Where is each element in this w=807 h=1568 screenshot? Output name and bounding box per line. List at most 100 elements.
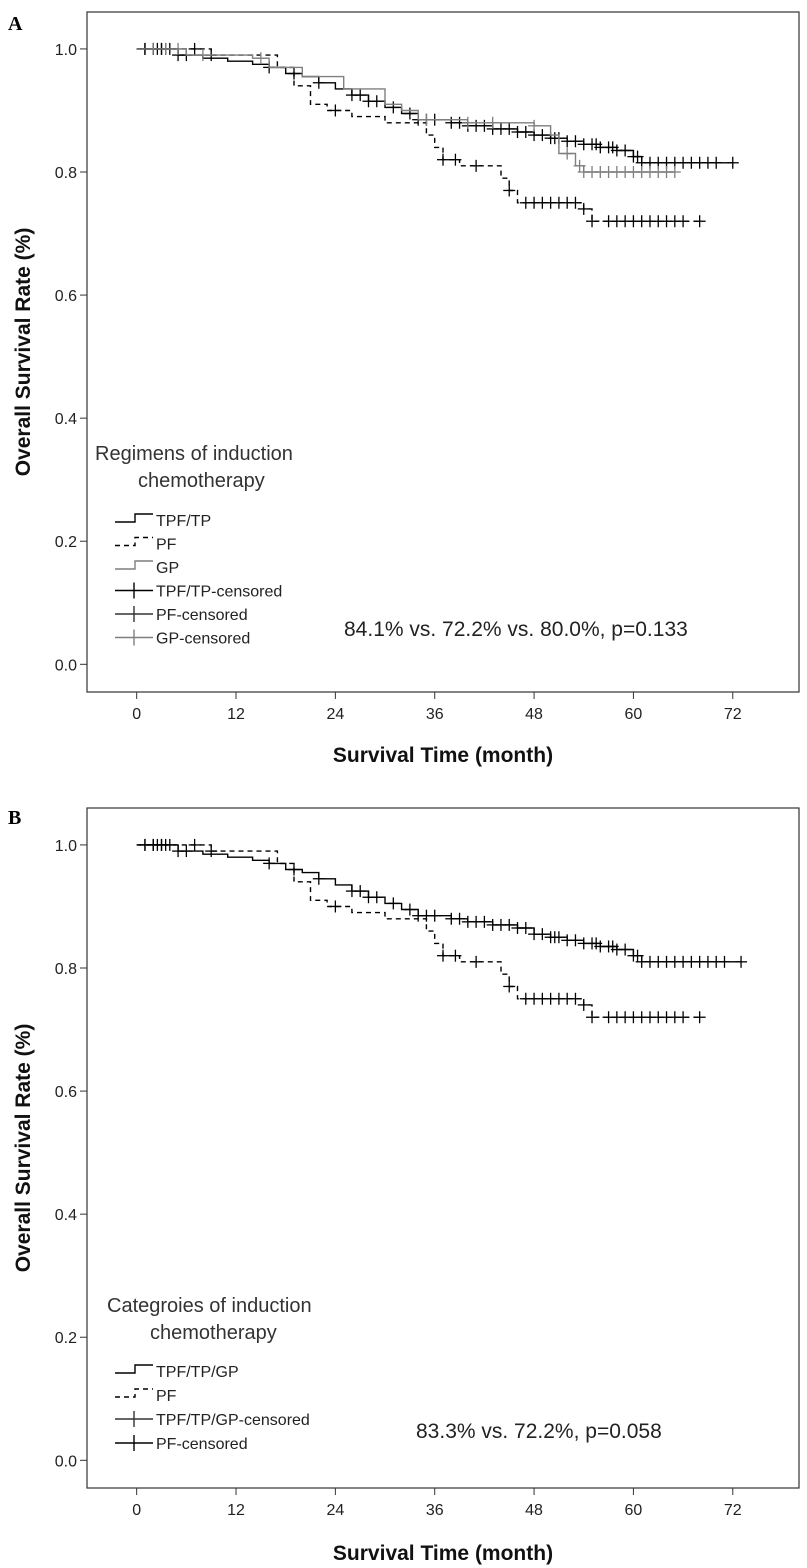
annotation-b: 83.3% vs. 72.2%, p=0.058: [416, 1420, 662, 1443]
legend-item-pf-censored-a: PF-censored: [115, 606, 248, 624]
censor-mark-tpf-tp-gp-b: [536, 928, 549, 941]
censor-mark-tpf-tp-gp-b: [428, 909, 441, 922]
y-tick-label-b: 1.0: [55, 838, 77, 855]
censor-mark-tpf-tp-gp-b: [631, 949, 644, 962]
censor-mark-tpf-tp-a: [536, 129, 549, 142]
censor-mark-tpf-tp-a: [569, 135, 582, 148]
x-tick-label-a: 12: [227, 706, 245, 723]
ticks-a: 0 12 24 36 48 60 72 0.0 0.2 0.4 0.6 0.8 1.0: [55, 42, 742, 723]
censor-mark-tpf-tp-gp-b: [619, 943, 632, 956]
y-axis-title-a: Overall Survival Rate (%): [12, 228, 35, 477]
x-tick-label-a: 36: [426, 706, 444, 723]
x-tick-label-a: 72: [724, 706, 742, 723]
legend-label-pf-censored-b: PF-censored: [156, 1436, 248, 1453]
censor-mark-pf-a: [677, 215, 690, 228]
legend-label-tpf-tp-a: TPF/TP: [156, 513, 211, 530]
censor-mark-tpf-tp-a: [478, 119, 491, 132]
censor-mark-pf-a: [503, 184, 516, 197]
censor-mark-gp-a: [486, 116, 499, 129]
x-axis-title-b: Survival Time (month): [333, 1542, 553, 1565]
x-tick-label-b: 48: [525, 1502, 543, 1519]
plot-frame-a: [86, 11, 800, 693]
censor-mark-gp-a: [196, 49, 209, 62]
legend-swatch-line: [115, 560, 153, 570]
legend-title-a: chemotherapy: [138, 470, 265, 492]
legend-swatch-line: [115, 1364, 153, 1374]
censor-mark-pf-b: [470, 955, 483, 968]
censor-mark-pf-a: [470, 159, 483, 172]
censor-mark-pf-b: [205, 845, 218, 858]
censor-mark-tpf-tp-gp-b: [370, 891, 383, 904]
censor-mark-pf-b: [188, 838, 201, 851]
y-tick-label-b: 0.0: [55, 1453, 77, 1470]
censor-mark-tpf-tp-a: [503, 122, 516, 135]
censor-mark-tpf-tp-gp-b: [503, 918, 516, 931]
legend-item-pf-a: PF: [115, 537, 177, 554]
curves-b: [136, 838, 748, 1024]
censor-mark-pf-b: [163, 838, 176, 851]
legend-item-gp-a: GP: [115, 560, 179, 577]
legend-swatch-line: [115, 513, 153, 523]
y-tick-label-b: 0.6: [55, 1084, 77, 1101]
censor-mark-tpf-tp-gp-b: [453, 912, 466, 925]
censor-mark-tpf-tp-gp-b: [569, 934, 582, 947]
censor-mark-tpf-tp-a: [726, 156, 739, 169]
x-tick-label-b: 36: [426, 1502, 444, 1519]
y-tick-label-a: 0.6: [55, 288, 77, 305]
x-tick-label-b: 0: [132, 1502, 141, 1519]
censor-mark-tpf-tp-gp-b: [718, 955, 731, 968]
censor-mark-pf-a: [569, 196, 582, 209]
annotation-a: 84.1% vs. 72.2% vs. 80.0%, p=0.133: [344, 618, 688, 641]
censor-mark-pf-b: [437, 949, 449, 962]
censor-mark-pf-b: [586, 1011, 599, 1024]
y-axis-title-b: Overall Survival Rate (%): [12, 1024, 35, 1273]
censor-mark-tpf-tp-gp-b: [354, 885, 367, 898]
panel-b: B 0 12 24 36 48 60 72 0.0 0.2 0.4 0.6 0.8 1.0 Categr…: [8, 807, 800, 1565]
censor-mark-tpf-tp-a: [354, 89, 367, 102]
legend-item-pf-censored-b: PF-censored: [115, 1435, 248, 1453]
km-curve-pf-b: [136, 844, 700, 1018]
censor-mark-gp-a: [147, 42, 160, 55]
censor-mark-tpf-tp-a: [387, 101, 400, 114]
x-tick-label-a: 60: [625, 706, 643, 723]
censor-mark-pf-b: [577, 998, 590, 1011]
legend-a: Regimens of induction chemotherapy TPF/TP P…: [95, 443, 293, 648]
censor-mark-tpf-tp-gp-b: [387, 897, 400, 910]
x-tick-label-b: 12: [227, 1502, 245, 1519]
censor-mark-pf-a: [188, 42, 201, 55]
legend-label-pf-b: PF: [156, 1388, 177, 1405]
y-tick-label-b: 0.8: [55, 961, 77, 978]
censor-mark-tpf-tp-gp-b: [519, 922, 532, 934]
x-tick-label-b: 72: [724, 1502, 742, 1519]
panel-letter-a: A: [8, 13, 23, 35]
censor-mark-gp-a: [561, 147, 574, 160]
censor-mark-tpf-tp-gp-b: [403, 903, 416, 916]
legend-item-pf-b: PF: [115, 1388, 177, 1405]
legend-item-tpf-tp-gp-censored-b: TPF/TP/GP-censored: [115, 1411, 310, 1429]
x-tick-label-a: 24: [326, 706, 344, 723]
censor-mark-pf-a: [693, 215, 706, 228]
censor-mark-tpf-tp-a: [403, 107, 416, 120]
legend-item-gp-censored-a: GP-censored: [115, 629, 250, 648]
censor-mark-tpf-tp-gp-b: [312, 872, 325, 885]
legend-label-pf-a: PF: [156, 537, 177, 554]
legend-label-gp-a: GP: [156, 560, 179, 577]
legend-label-tpf-tp-gp-censored-b: TPF/TP/GP-censored: [156, 1412, 310, 1429]
censor-mark-tpf-tp-gp-b: [552, 931, 565, 944]
y-tick-label-b: 0.4: [55, 1207, 77, 1224]
legend-title-a: Regimens of induction: [95, 443, 293, 465]
curves-a: [136, 42, 739, 228]
censor-mark-pf-a: [329, 104, 342, 117]
censor-mark-pf-b: [677, 1011, 690, 1024]
y-tick-label-a: 0.4: [55, 411, 77, 428]
censor-mark-pf-a: [437, 153, 449, 166]
censor-mark-gp-a: [254, 52, 267, 65]
y-tick-label-a: 0.0: [55, 657, 77, 674]
censor-mark-pf-a: [586, 215, 599, 228]
legend-item-tpf-tp-a: TPF/TP: [115, 513, 211, 530]
y-tick-label-a: 0.8: [55, 165, 77, 182]
legend-item-tpf-tp-censored-a: TPF/TP-censored: [115, 582, 282, 601]
censor-mark-gp-a: [420, 113, 433, 126]
